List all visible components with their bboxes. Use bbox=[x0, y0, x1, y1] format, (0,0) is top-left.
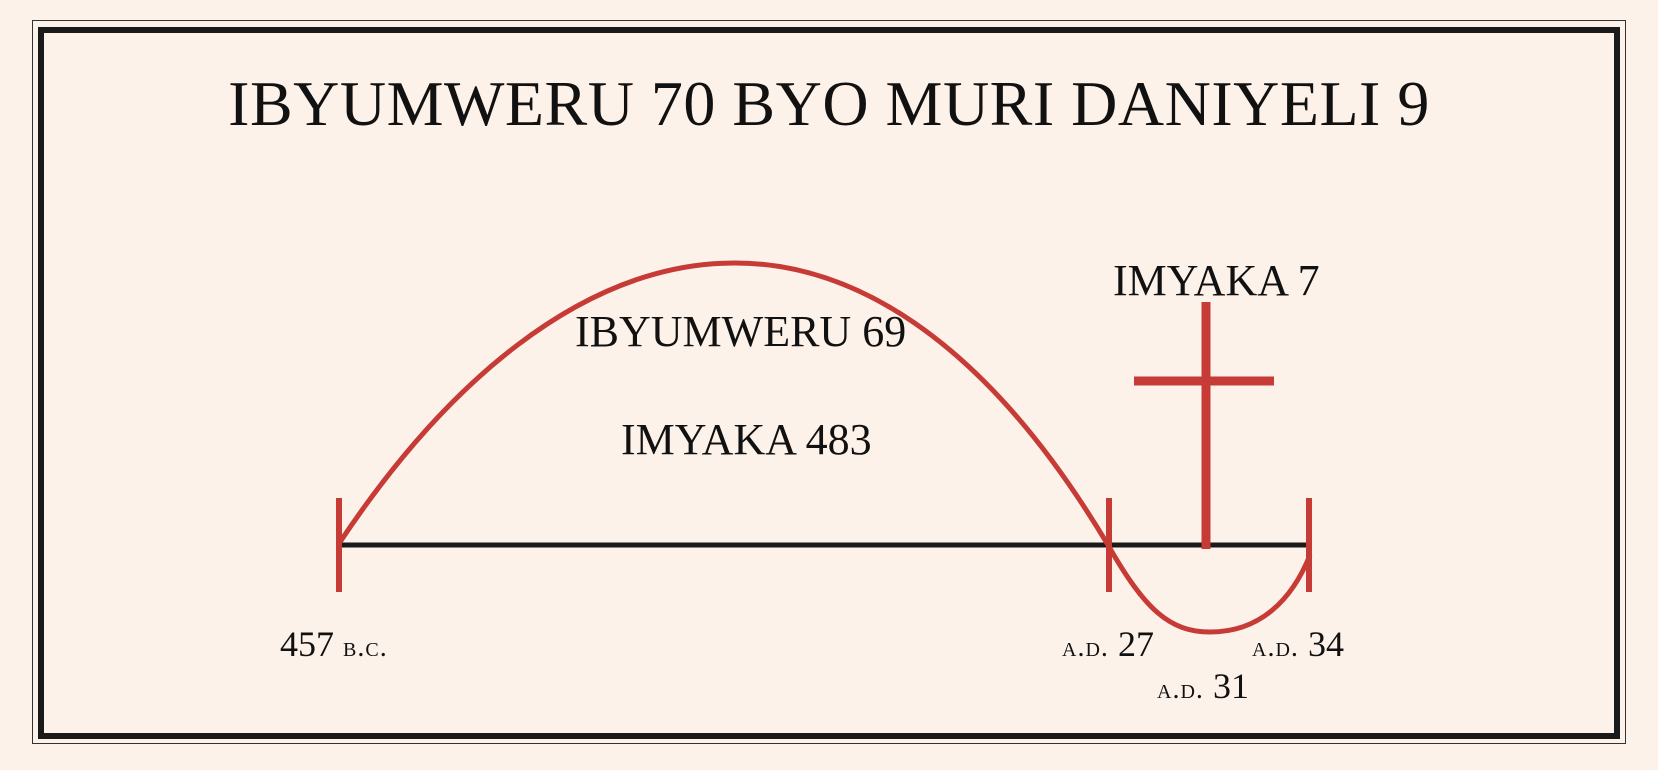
date-27-era: A.D. bbox=[1062, 632, 1109, 663]
date-ad-34: A.D. 34 bbox=[1252, 624, 1344, 668]
inner-frame-border bbox=[38, 27, 1620, 739]
date-ad-27: A.D. 27 bbox=[1062, 624, 1154, 668]
label-69-weeks: IBYUMWERU 69 bbox=[575, 307, 907, 356]
date-34-era: A.D. bbox=[1252, 632, 1299, 663]
date-27-number: 27 bbox=[1117, 624, 1154, 664]
arc-69-weeks bbox=[335, 260, 1111, 547]
outer-frame-border bbox=[32, 20, 1626, 744]
date-34-number: 34 bbox=[1307, 624, 1344, 664]
label-7-years: IMYAKA 7 bbox=[1113, 256, 1320, 305]
diagram-title: IBYUMWERU 70 BYO MURI DANIYELI 9 bbox=[228, 68, 1430, 139]
date-457-bc: 457 B.C. bbox=[280, 624, 388, 668]
arc-final-week bbox=[1105, 543, 1313, 635]
label-483-years: IMYAKA 483 bbox=[621, 415, 872, 464]
date-31-era: A.D. bbox=[1157, 674, 1204, 705]
date-31-number: 31 bbox=[1212, 666, 1249, 706]
date-457-number: 457 bbox=[280, 624, 334, 664]
date-ad-31: A.D. 31 bbox=[1157, 666, 1249, 710]
date-457-era: B.C. bbox=[343, 632, 388, 663]
